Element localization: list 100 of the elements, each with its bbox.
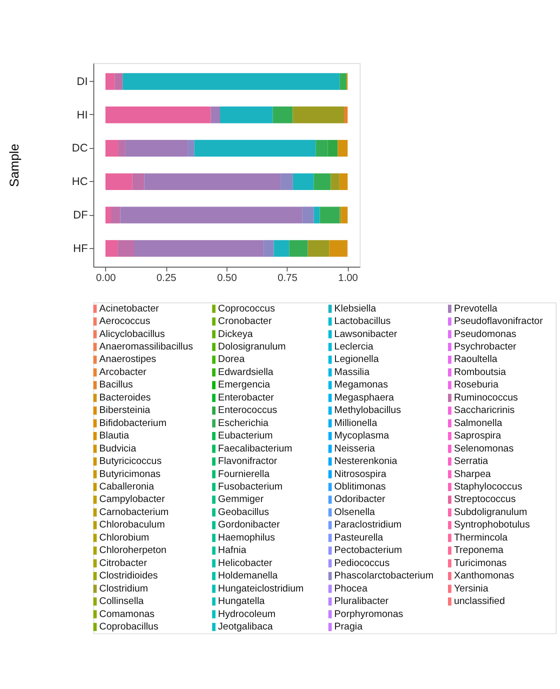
legend-label: Klebsiella: [334, 303, 377, 314]
bar: [292, 106, 344, 124]
legend-label: Ruminococcus: [454, 392, 518, 404]
legend-label: Chlorobaculum: [99, 520, 165, 531]
legend-label: Collinsella: [99, 596, 144, 608]
legend-label: Prevotella: [454, 303, 498, 314]
legend-label: Chlorobium: [99, 532, 150, 544]
legend-label: Pectobacterium: [334, 545, 402, 556]
legend-label: Acinetobacter: [99, 303, 160, 314]
legend-label: Phascolarctobacterium: [334, 570, 434, 582]
legend-label: Aerococcus: [99, 316, 150, 328]
legend-label: Haemophilus: [218, 532, 276, 544]
bar: [314, 206, 320, 224]
y-tick-label: DF: [73, 209, 88, 222]
legend-label: Syntrophobotulus: [454, 520, 530, 531]
legend-label: Jeotgalibaca: [218, 622, 274, 633]
legend-label: Gordonibacter: [218, 520, 281, 531]
bar: [339, 173, 348, 190]
bar: [105, 106, 211, 124]
legend-label: Nitrosospira: [334, 468, 387, 480]
legend-label: Neisseria: [334, 443, 376, 454]
bar: [264, 240, 274, 257]
y-tick-label: HI: [76, 109, 88, 122]
legend-label: Roseburia: [454, 380, 499, 391]
legend-label: Dorea: [218, 354, 246, 366]
legend-label: Butyricicoccus: [99, 456, 162, 468]
legend-label: Massilia: [334, 366, 370, 378]
legend-label: Blautia: [99, 430, 130, 442]
legend-label: Mycoplasma: [334, 430, 390, 442]
bar: [280, 173, 293, 190]
legend-label: Olsenella: [334, 506, 376, 518]
legend-label: Carnobacterium: [99, 506, 169, 518]
bar: [292, 173, 314, 190]
legend-label: Fournierella: [218, 468, 270, 480]
legend-label: Citrobacter: [99, 558, 148, 569]
legend-label: Flavonifractor: [218, 456, 278, 468]
legend-label: Pasteurella: [334, 532, 384, 544]
legend-label: Anaeromassilibacillus: [99, 342, 194, 353]
legend-label: Coprobacillus: [99, 622, 158, 633]
legend-label: Edwardsiella: [218, 366, 274, 378]
bar: [105, 73, 115, 90]
legend-label: Megamonas: [334, 380, 388, 391]
bar: [220, 106, 273, 124]
legend-label: Saccharicrinis: [454, 405, 515, 416]
legend-label: Turicimonas: [454, 558, 507, 569]
bar: [105, 173, 132, 190]
legend-label: Leclercia: [334, 342, 374, 353]
x-tick-label: 0.00: [96, 272, 116, 284]
legend-label: Hydrocoleum: [218, 608, 276, 620]
legend-label: Coprococcus: [218, 303, 276, 314]
legend-label: Thermincola: [454, 532, 508, 544]
y-axis-title: Sample: [6, 144, 22, 187]
legend-label: Sharpea: [454, 468, 492, 480]
y-tick-label: HF: [73, 242, 88, 255]
bar: [118, 140, 126, 157]
legend-label: Lactobacillus: [334, 316, 391, 328]
bar: [188, 140, 194, 157]
legend-label: Campylobacter: [99, 494, 166, 506]
legend-label: Cronobacter: [218, 316, 272, 328]
legend-label: Bibersteinia: [99, 405, 151, 416]
legend-label: Pragia: [334, 622, 364, 633]
legend-label: Porphyromonas: [334, 608, 404, 620]
bar: [344, 106, 348, 124]
legend-label: Anaerostipes: [99, 354, 156, 366]
bar: [308, 240, 330, 257]
legend-label: Pluralibacter: [334, 596, 390, 608]
bar: [274, 240, 290, 257]
legend-label: Enterobacter: [218, 392, 275, 404]
legend-label: Nesterenkonia: [334, 456, 398, 468]
bar: [314, 173, 331, 190]
legend-label: Romboutsia: [454, 366, 507, 378]
legend-label: Salmonella: [454, 418, 503, 429]
legend-label: Xanthomonas: [454, 570, 514, 582]
bar: [338, 140, 348, 157]
legend-label: Escherichia: [218, 418, 270, 429]
legend-label: Saprospira: [454, 430, 502, 442]
legend-label: Serratia: [454, 456, 489, 468]
legend-label: Subdoligranulum: [454, 506, 528, 518]
legend-label: Odoribacter: [334, 494, 386, 506]
legend-label: Caballeronia: [99, 482, 155, 493]
bar: [125, 140, 188, 157]
bar: [272, 106, 293, 124]
x-tick-label: 1.00: [338, 272, 358, 284]
legend-label: Hungatella: [218, 596, 266, 608]
legend-label: Enterococcus: [218, 405, 278, 416]
legend-label: Clostridium: [99, 583, 148, 594]
legend-label: Pseudomonas: [454, 328, 516, 340]
bar: [134, 240, 264, 257]
bar: [111, 206, 120, 224]
legend-label: Geobacillus: [218, 506, 270, 518]
bar: [122, 73, 340, 90]
bar: [105, 240, 118, 257]
legend-label: Streptococcus: [454, 494, 516, 506]
x-tick-label: 0.50: [217, 272, 238, 284]
legend-label: Psychrobacter: [454, 342, 518, 353]
legend-label: Holdemanella: [218, 570, 278, 582]
bar: [105, 206, 112, 224]
x-tick-label: 0.25: [156, 272, 177, 284]
bar: [341, 206, 348, 224]
legend-label: Dolosigranulum: [218, 342, 286, 353]
